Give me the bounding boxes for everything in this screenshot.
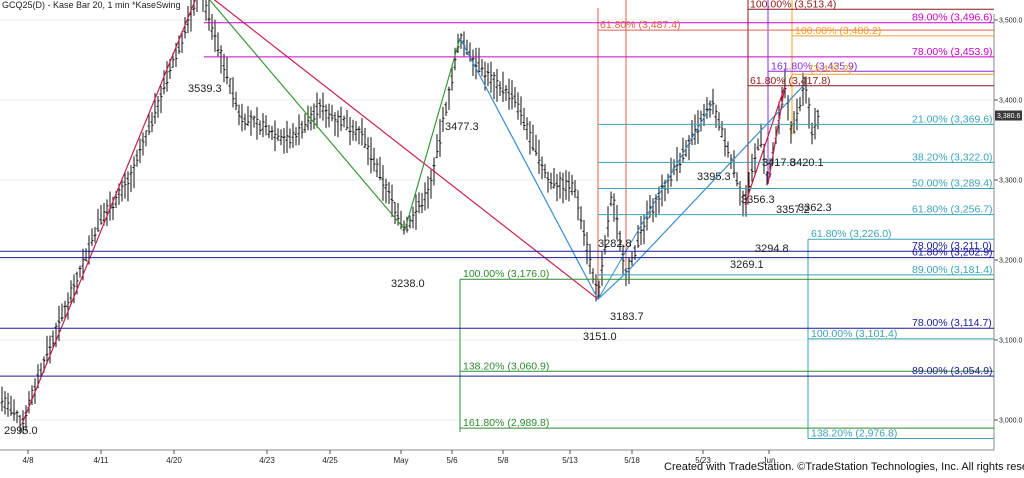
y-tick-label: 3,000.0 [999, 418, 1022, 425]
swing-point-label: 3395.3 [697, 171, 731, 183]
swing-point-label: 3151.0 [583, 331, 617, 343]
grid-lines [0, 19, 994, 421]
fib-level-label: 138.20% (2,976.8) [811, 428, 897, 440]
fib-level-labels: 161.80% (3,664.4)138.20% (3,606.7)161.80… [463, 0, 993, 440]
fib-level-label: 100.00% (3,101.4) [811, 328, 897, 340]
x-tick-label: 5/8 [497, 456, 509, 465]
chart-header: GCQ25(D) - Kase Bar 20, 1 min *KaseSwing [2, 0, 181, 10]
fib-level-label: 38.20% (3,322.0) [912, 151, 993, 163]
candlestick-series [0, 0, 820, 434]
fib-level-label: 89.00% (3,054.9) [912, 365, 993, 377]
fib-level-label: 100.00% (3,513.4) [750, 0, 836, 10]
swing-point-label: 3477.3 [445, 121, 479, 133]
y-tick-label: 3,300.0 [999, 178, 1022, 185]
fib-level-label: 78.00% (3,211.0) [912, 240, 992, 252]
fib-level-label: 78.00% (3,453.9) [912, 46, 993, 58]
credit-line: Created with TradeStation. ©TradeStation… [664, 461, 1024, 473]
x-tick-label: 5/18 [624, 456, 640, 465]
fib-level-label: 100.00% (3,480.2) [795, 25, 881, 37]
y-tick-label: 3,500.0 [999, 18, 1022, 25]
fib-level-lines [0, 8, 994, 440]
last-price-box [995, 110, 1022, 121]
x-axis-ticks: 4/8 4/11 4/20 4/23 4/25 May 5/6 5/8 5/13 5/18 5/23… [22, 450, 775, 465]
last-price-label: 3,380.6 [997, 113, 1020, 120]
fib-level-label: 21.00% (3,369.6) [912, 113, 993, 125]
x-tick-label: 4/23 [259, 456, 275, 465]
swing-point-label: 3539.3 [188, 83, 222, 95]
fib-level-label: 61.80% (3,226.0) [811, 228, 892, 240]
fib-level-label: (3,432.2) [810, 63, 852, 75]
swing-point-label: 2995.0 [4, 425, 38, 437]
y-tick-label: 3,200.0 [999, 258, 1022, 265]
swing-point-label: 3238.0 [391, 278, 425, 290]
swing-point-label: 3294.8 [755, 243, 789, 255]
fib-level-label: 61.80% (3,202.9) [912, 247, 993, 259]
x-tick-label: 5/6 [446, 456, 458, 465]
fib-level-label: 61.80% (3,417.8) [750, 75, 831, 87]
fib-level-label: 161.80% (3,435.9) [771, 60, 857, 72]
fib-level-label: 61.80% (3,487.4) [600, 19, 681, 31]
swing-line [459, 37, 806, 301]
swing-point-label: 3282.8 [598, 238, 632, 250]
fib-level-label: 100.00% (3,176.0) [463, 268, 549, 280]
x-tick-label: 4/11 [94, 456, 110, 465]
swing-point-label: 3417.8 [762, 157, 796, 169]
swing-point-label: 3356.3 [741, 194, 775, 206]
y-tick-label: 3,100.0 [999, 338, 1022, 345]
fib-level-label: 89.00% (3,496.6) [912, 12, 993, 24]
fib-level-label: 138.20% (3,060.9) [463, 360, 549, 372]
x-tick-label: 4/8 [22, 456, 34, 465]
x-tick-label: 4/25 [322, 456, 338, 465]
fib-level-label: 161.80% (2,989.8) [463, 417, 549, 429]
swing-line [208, 0, 461, 231]
x-tick-label: 5/23 [695, 456, 711, 465]
fib-level-label: 89.00% (3,181.4) [912, 264, 993, 276]
x-tick-label: 5/13 [562, 456, 578, 465]
swing-point-label: 3269.1 [730, 259, 764, 271]
fib-level-label: 50.00% (3,289.4) [912, 177, 993, 189]
y-axis-ticks: 3,000.0 3,100.0 3,200.0 3,300.0 3,400.0 3,500… [994, 18, 1022, 425]
swing-line [21, 0, 599, 425]
swing-point-label: 3420.1 [790, 157, 824, 169]
y-tick-label: 3,400.0 [999, 98, 1022, 105]
swing-point-label: 3183.7 [610, 311, 644, 323]
swing-lines [21, 0, 806, 425]
swing-line [597, 103, 713, 300]
fib-level-label: 61.80% (3,256.7) [912, 204, 993, 216]
x-tick-label: 4/20 [166, 456, 182, 465]
swing-point-label: 3357.2 [776, 204, 810, 216]
swing-point-labels: 2995.0 3539.3 3238.0 3477.3 3151.0 3282.8 3183… [4, 83, 832, 437]
x-tick-label: May [393, 456, 408, 465]
fib-level-label: 78.00% (3,114.7) [912, 317, 992, 329]
last-price-marker: 3,380.6 [995, 110, 1022, 121]
swing-point-label: 3362.3 [798, 202, 832, 214]
x-tick-label: Jun [763, 456, 776, 465]
